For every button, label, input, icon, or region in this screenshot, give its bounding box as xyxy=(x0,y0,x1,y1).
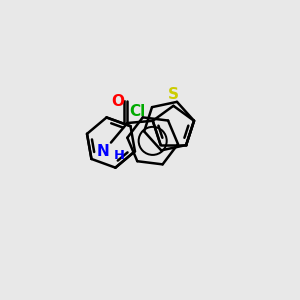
Text: S: S xyxy=(168,87,179,102)
Text: N: N xyxy=(97,144,110,159)
Text: O: O xyxy=(111,94,124,109)
Text: Cl: Cl xyxy=(129,104,146,119)
Text: H: H xyxy=(114,148,125,162)
